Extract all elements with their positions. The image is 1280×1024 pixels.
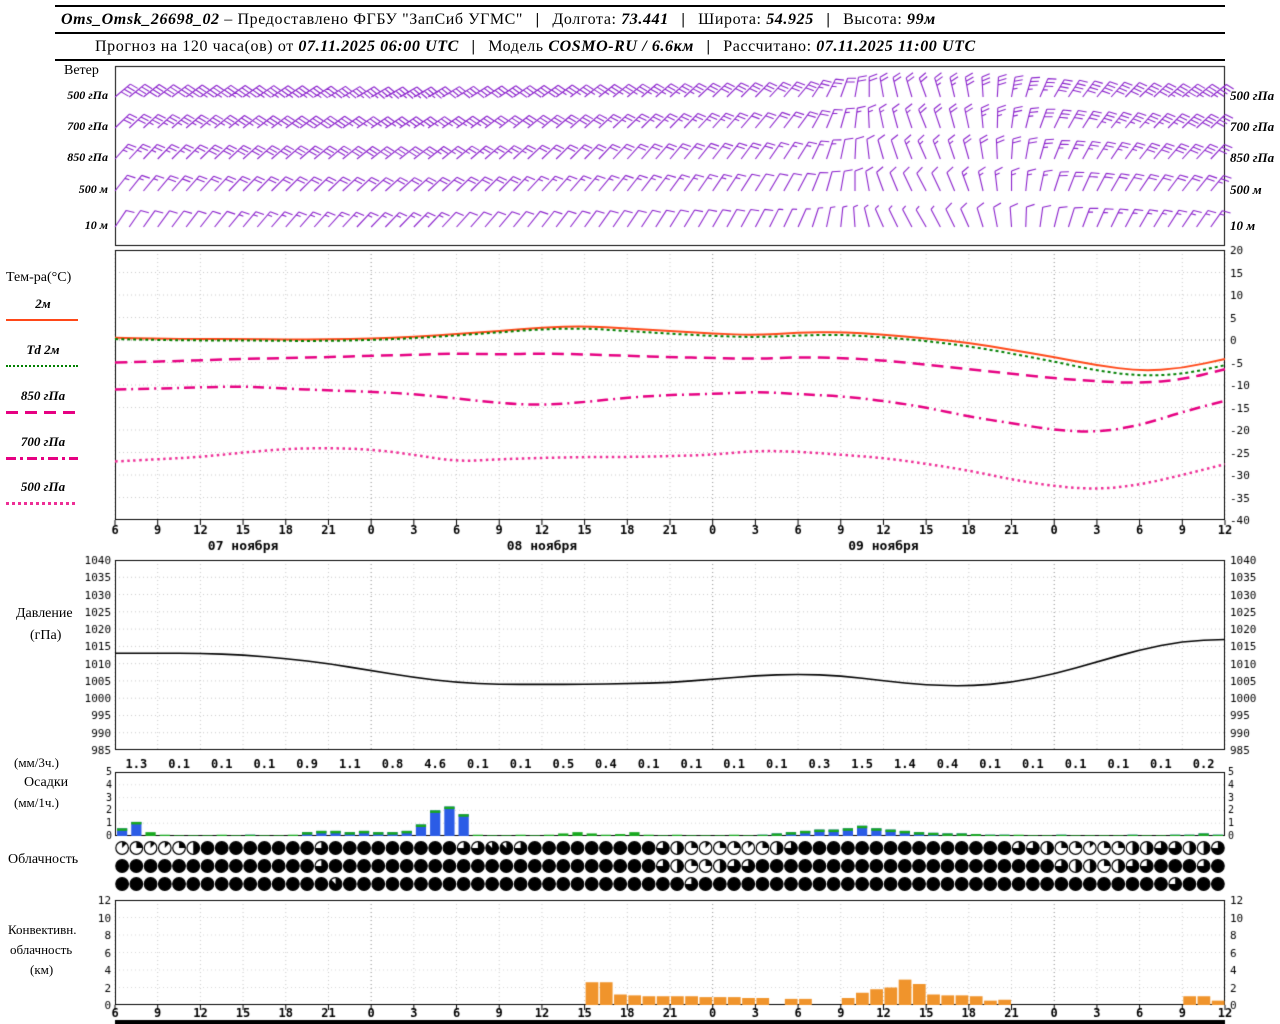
- separator-icon: |: [535, 11, 540, 28]
- calc-label: Рассчитано:: [723, 38, 812, 55]
- separator-icon: |: [681, 11, 686, 28]
- wind-level-850hpa-label-right: 850 гПа: [1230, 150, 1275, 165]
- forecast-label: Прогноз на 120 часа(ов) от: [95, 38, 294, 55]
- separator-icon: |: [471, 38, 476, 55]
- wind-level-500hpa-label-right: 500 гПа: [1230, 88, 1275, 103]
- header: Oms_Omsk_26698_02 – Предоставлено ФГБУ "…: [55, 5, 1225, 61]
- header-line-2: Прогноз на 120 часа(ов) от 07.11.2025 06…: [55, 34, 1225, 61]
- legend-td2m-label: Td 2м: [26, 342, 60, 357]
- legend-t2m-label: 2м: [35, 296, 51, 311]
- station-id: Oms_Omsk_26698_02: [61, 11, 220, 28]
- legend-700hpa-label: 700 гПа: [20, 434, 66, 449]
- precip-3h-unit-label: (мм/3ч.): [14, 755, 60, 770]
- wind-level-10m-label: 10 м: [84, 218, 108, 232]
- latitude-value: 54.925: [766, 11, 814, 28]
- latitude-label: Широта:: [698, 11, 762, 28]
- separator-icon: |: [826, 11, 831, 28]
- t2m-line-sample: [6, 319, 78, 321]
- t850-line-sample: [6, 411, 78, 414]
- convective-label-1: Конвективн.: [8, 922, 77, 937]
- wind-level-500m-label-right: 500 м: [1230, 182, 1262, 197]
- cloud-section-label: Облачность: [8, 852, 79, 867]
- provider-text: – Предоставлено ФГБУ "ЗапСиб УГМС": [224, 11, 524, 28]
- temp-section-label: Тем-ра(°C): [6, 270, 72, 285]
- convective-label-2: облачность: [10, 942, 73, 957]
- t700-line-sample: [6, 457, 78, 460]
- wind-level-850hpa-label: 850 гПа: [67, 150, 108, 164]
- longitude-label: Долгота:: [552, 11, 617, 28]
- pressure-section-label: Давление: [16, 606, 73, 621]
- altitude-value: 99м: [907, 11, 936, 28]
- td2m-line-sample: [6, 365, 78, 367]
- wind-level-500m-label: 500 м: [78, 182, 108, 196]
- run-time-value: 07.11.2025 06:00 UTC: [298, 38, 459, 55]
- pressure-unit-label: (гПа): [30, 628, 62, 643]
- legend-850hpa-label: 850 гПа: [20, 388, 66, 403]
- longitude-value: 73.441: [621, 11, 669, 28]
- model-label: Модель: [488, 38, 544, 55]
- precip-section-label: Осадки: [24, 775, 69, 790]
- t500-line-sample: [6, 502, 78, 505]
- header-line-1: Oms_Omsk_26698_02 – Предоставлено ФГБУ "…: [55, 7, 1225, 34]
- precip-1h-unit-label: (мм/1ч.): [14, 795, 60, 810]
- wind-level-500hpa-label: 500 гПа: [67, 88, 108, 102]
- wind-level-700hpa-label-right: 700 гПа: [1230, 119, 1275, 134]
- calc-time-value: 07.11.2025 11:00 UTC: [816, 38, 976, 55]
- separator-icon: |: [706, 38, 711, 55]
- altitude-label: Высота:: [843, 11, 903, 28]
- wind-level-10m-label-right: 10 м: [1230, 218, 1256, 233]
- convective-unit-label: (км): [30, 962, 54, 977]
- wind-section-label: Ветер: [64, 63, 99, 78]
- legend-500hpa-label: 500 гПа: [20, 479, 66, 494]
- wind-level-700hpa-label: 700 гПа: [67, 119, 108, 133]
- model-value: COSMO-RU / 6.6км: [548, 38, 694, 55]
